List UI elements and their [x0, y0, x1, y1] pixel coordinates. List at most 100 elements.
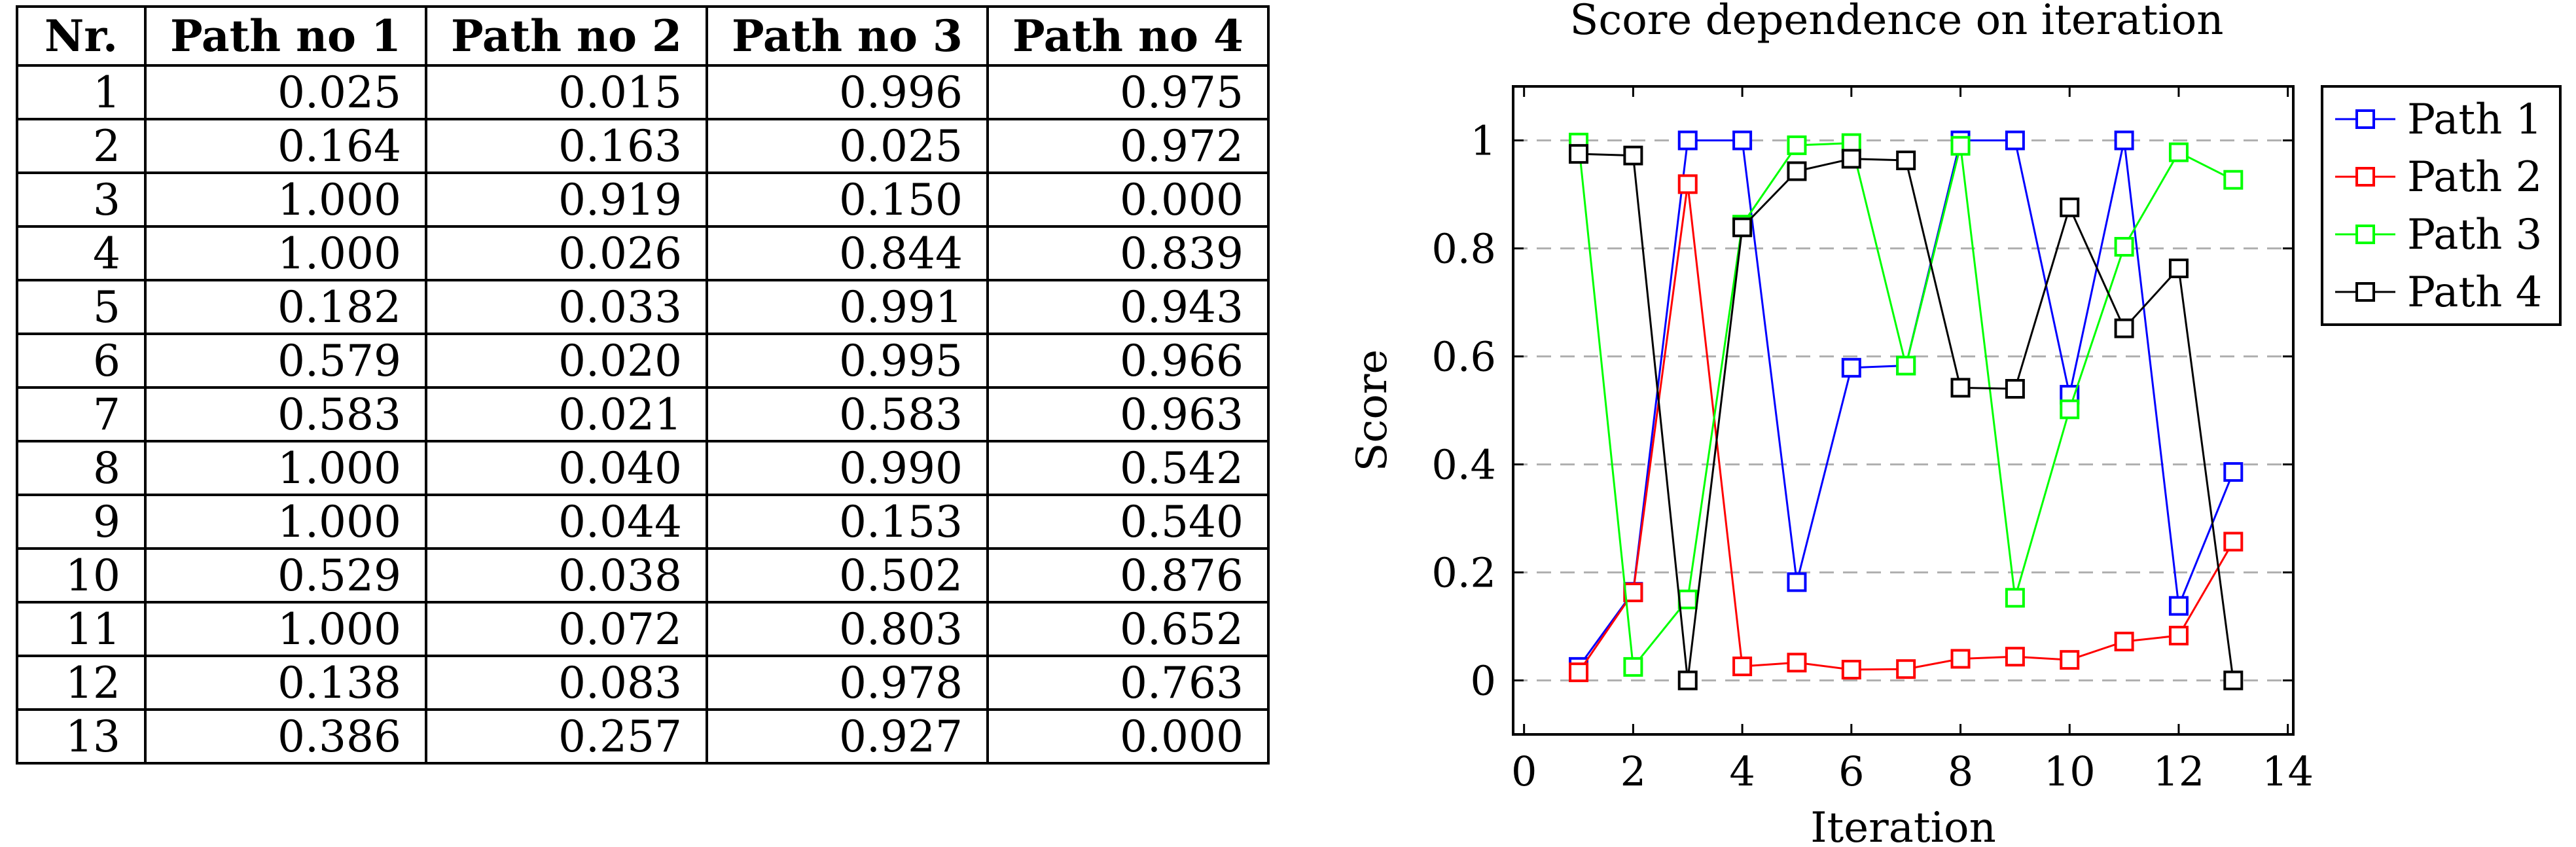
data-point: [1841, 660, 1861, 679]
score-cell: 0.963: [986, 386, 1270, 442]
data-point: [1841, 357, 1861, 378]
score-cell: 0.991: [705, 279, 989, 335]
column-header: Path no 3: [705, 5, 989, 67]
score-cell: 0.025: [144, 64, 427, 120]
series-1: [1569, 130, 2244, 677]
data-point: [2060, 650, 2080, 670]
score-cell: 1.000: [144, 225, 427, 281]
legend-item: Path 3: [2335, 211, 2542, 259]
legend-marker: [2355, 225, 2375, 244]
row-number-cell: 2: [16, 118, 147, 174]
x-tick-label: 12: [2153, 748, 2204, 795]
row-number-cell: 8: [16, 440, 147, 496]
series-layer: [1569, 130, 2244, 691]
table-row: 4 1.000 0.026 0.844 0.839: [16, 225, 1270, 281]
table-row: 13 0.386 0.257 0.927 0.000: [16, 708, 1270, 765]
legend-marker: [2355, 109, 2375, 129]
data-point: [1950, 135, 1971, 156]
y-tick-label: 1: [1471, 117, 1496, 165]
score-cell: 0.927: [705, 708, 989, 765]
table-row: 8 1.000 0.040 0.990 0.542: [16, 440, 1270, 496]
data-point: [1787, 161, 1807, 181]
data-point: [1677, 589, 1698, 609]
score-cell: 0.579: [144, 333, 427, 389]
score-table-container: Nr. Path no 1 Path no 2 Path no 3 Path no 4 …: [16, 5, 1270, 765]
score-cell: 0.876: [986, 547, 1270, 604]
y-tick-label: 0.4: [1431, 441, 1496, 489]
column-header: Nr.: [16, 5, 147, 67]
score-table: Nr. Path no 1 Path no 2 Path no 3 Path no 4 …: [16, 5, 1270, 765]
score-cell: 0.000: [986, 171, 1270, 228]
score-cell: 0.033: [424, 279, 708, 335]
row-number-cell: 13: [16, 708, 147, 765]
data-point: [1677, 670, 1698, 691]
score-cell: 0.150: [705, 171, 989, 228]
data-point: [2114, 237, 2134, 257]
score-cell: 0.026: [424, 225, 708, 281]
data-point: [1569, 662, 1589, 683]
table-row: 12 0.138 0.083 0.978 0.763: [16, 655, 1270, 711]
score-cell: 0.072: [424, 601, 708, 657]
score-cell: 0.652: [986, 601, 1270, 657]
legend-marker: [2355, 282, 2375, 302]
chart-legend: Path 1 Path 2 Path 3 Path 4: [2321, 85, 2562, 326]
x-tick-label: 10: [2044, 748, 2096, 795]
score-cell: 1.000: [144, 494, 427, 550]
x-tick-label: 6: [1838, 748, 1864, 795]
data-point: [1732, 657, 1753, 677]
column-header: Path no 4: [986, 5, 1270, 67]
score-cell: 0.164: [144, 118, 427, 174]
legend-label: Path 1: [2407, 96, 2542, 144]
score-cell: 0.975: [986, 64, 1270, 120]
data-point: [2168, 626, 2189, 646]
legend-label: Path 4: [2407, 268, 2542, 317]
legend-marker: [2355, 167, 2375, 187]
data-point: [2168, 142, 2189, 162]
score-cell: 0.978: [705, 655, 989, 711]
series-2: [1569, 174, 2244, 683]
x-tick-label: 14: [2262, 748, 2314, 795]
data-point: [2114, 632, 2134, 652]
data-point: [2168, 596, 2189, 616]
score-cell: 0.040: [424, 440, 708, 496]
score-cell: 0.044: [424, 494, 708, 550]
score-cell: 0.966: [986, 333, 1270, 389]
table-row: 7 0.583 0.021 0.583 0.963: [16, 386, 1270, 442]
data-point: [1677, 130, 1698, 151]
y-tick-label: 0.8: [1431, 225, 1496, 273]
score-cell: 0.163: [424, 118, 708, 174]
data-point: [2223, 170, 2244, 190]
column-header: Path no 1: [144, 5, 427, 67]
column-header: Path no 2: [424, 5, 708, 67]
table-row: 1 0.025 0.015 0.996 0.975: [16, 64, 1270, 120]
legend-item: Path 2: [2335, 153, 2542, 202]
data-point: [1677, 174, 1698, 194]
table-row: 6 0.579 0.020 0.995 0.966: [16, 333, 1270, 389]
x-tick-label: 4: [1729, 748, 1755, 795]
row-number-cell: 4: [16, 225, 147, 281]
row-number-cell: 5: [16, 279, 147, 335]
table-row: 9 1.000 0.044 0.153 0.540: [16, 494, 1270, 550]
score-cell: 1.000: [144, 440, 427, 496]
score-cell: 0.803: [705, 601, 989, 657]
data-point: [2005, 379, 2025, 399]
data-point: [1787, 653, 1807, 673]
table-row: 5 0.182 0.033 0.991 0.943: [16, 279, 1270, 335]
score-cell: 0.943: [986, 279, 1270, 335]
series-4: [1569, 144, 2244, 691]
score-cell: 0.996: [705, 64, 989, 120]
row-number-cell: 1: [16, 64, 147, 120]
data-point: [2114, 318, 2134, 338]
score-cell: 0.025: [705, 118, 989, 174]
score-cell: 0.502: [705, 547, 989, 604]
score-cell: 0.015: [424, 64, 708, 120]
score-cell: 0.763: [986, 655, 1270, 711]
x-axis-label: Iteration: [1810, 804, 1996, 847]
data-point: [2168, 259, 2189, 279]
data-point: [1569, 144, 1589, 164]
data-point: [1623, 145, 1643, 166]
row-number-cell: 3: [16, 171, 147, 228]
score-cell: 0.839: [986, 225, 1270, 281]
table-body: 1 0.025 0.015 0.996 0.975 2 0.164 0.163 0.025 0.9…: [16, 64, 1270, 765]
